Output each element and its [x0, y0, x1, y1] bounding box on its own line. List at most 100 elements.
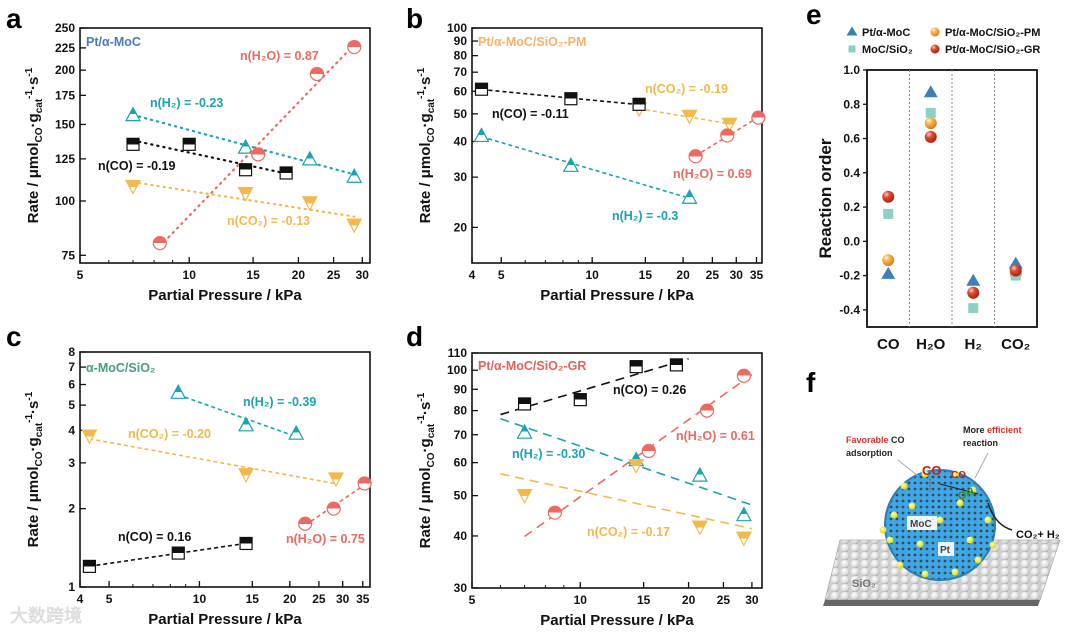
series-CO2: n(CO₂) = -0.13 [125, 179, 363, 234]
y-tick-label: 60 [454, 456, 468, 470]
fit-line [131, 113, 356, 176]
ylabel-sup: -1 [416, 67, 427, 76]
series-CO: n(CO) = 0.26 [500, 358, 689, 416]
data-point-triangle-down [681, 109, 698, 125]
legend-label: MoC/SiO₂ [862, 44, 913, 56]
data-point-circle [688, 149, 703, 164]
ylabel-part: ·s [25, 77, 42, 90]
data-point-sphere [882, 190, 895, 203]
ylabel-part: ·s [417, 402, 434, 415]
series-CO: n(CO) = 0.16 [82, 530, 253, 573]
x-axis-label: Partial Pressure / kPa [540, 612, 694, 629]
x-tick-label: 30 [745, 593, 759, 607]
reaction-order-label: n(CO₂) = -0.13 [227, 214, 310, 228]
y-tick-label: 4 [68, 423, 75, 437]
x-tick-label: 25 [706, 268, 720, 282]
x-tick-label: 20 [292, 268, 306, 282]
data-point-triangle-down [81, 429, 98, 445]
data-point-triangle-down [238, 468, 255, 484]
data-point-circle [751, 110, 766, 125]
x-tick-label: 20 [682, 593, 696, 607]
data-point-triangle-up [288, 424, 305, 440]
silica-support-edge [823, 600, 1040, 606]
data-point-circle [298, 516, 313, 531]
legend-item: Pt/α-MoC [846, 26, 910, 39]
data-point-square [517, 397, 532, 411]
reaction-order-label: n(CO₂) = -0.17 [587, 525, 670, 539]
series-CO: n(CO) = -0.11 [474, 82, 646, 121]
reaction-label: reaction [963, 438, 998, 448]
favorable-co-adsorption-label: Favorable CO [846, 435, 905, 445]
series-CO: n(CO) = -0.19 [98, 137, 293, 180]
sample-title: α-MoC/SiO₂ [86, 361, 155, 375]
ylabel-part: ·g [417, 113, 434, 127]
data-point-triangle [881, 266, 896, 279]
ylabel-sub: CO [426, 452, 437, 467]
x-tick-label: 10 [574, 593, 588, 607]
ylabel-sup: -1 [24, 90, 35, 99]
y-tick-label: 60 [454, 84, 468, 98]
data-point-triangle-down [735, 531, 752, 547]
ylabel-part: Rate / μmol [417, 142, 434, 223]
data-point-circle [547, 505, 562, 520]
watermark: 大数跨境 [10, 605, 82, 626]
y-axis-label: Rate / μmolCO​·gcat​-1​·s-1​ [24, 67, 45, 223]
sio2-label: SiO₂ [852, 578, 876, 590]
panel-f: f MoC Pt SiO₂ Favorable CO adsorption Mo… [806, 367, 1061, 606]
series-H2: n(H₂) = -0.39 [170, 384, 316, 440]
reaction-order-label: n(H₂O) = 0.87 [240, 49, 319, 63]
fit-line [500, 358, 689, 416]
ylabel-part: ·g [25, 437, 42, 451]
reaction-order-label: n(H₂O) = 0.69 [673, 167, 752, 181]
reaction-order-label: n(H₂O) = 0.61 [676, 429, 755, 443]
legend-item: Pt/α-MoC/SiO₂-GR [930, 44, 1040, 56]
panel-letter: d [406, 321, 423, 352]
x-tick-label: 35 [750, 268, 764, 282]
more-efficient-label: More efficient [963, 425, 1022, 435]
x-tick-label: 25 [312, 592, 326, 606]
panel-letter: e [806, 0, 822, 30]
data-point-square [848, 45, 856, 53]
series-H2O: n(H₂O) = 0.75 [286, 476, 372, 546]
y-tick-label: 125 [55, 152, 75, 166]
y-tick-label: 1.0 [843, 63, 860, 77]
ylabel-part: Rate / μmol [25, 142, 42, 223]
series-Pt/α-MoC/SiO₂-GR [882, 130, 1022, 299]
x-axis-label: Partial Pressure / kPa [540, 287, 694, 304]
ylabel-sub: cat [426, 98, 437, 113]
x-tick-label: 30 [356, 268, 370, 282]
reaction-order-label: n(H₂O) = 0.75 [286, 532, 365, 546]
y-tick-label: 110 [448, 346, 468, 360]
data-point-circle [641, 443, 656, 459]
data-point-square [82, 559, 97, 573]
y-tick-label: 90 [454, 34, 468, 48]
series-H2: n(H₂) = -0.3 [473, 127, 698, 223]
x-tick-label: 35 [356, 592, 370, 606]
data-point-triangle [966, 273, 981, 286]
ylabel-sup: -1 [24, 391, 35, 400]
data-point-square [474, 82, 489, 96]
y-tick-label: 90 [454, 382, 468, 396]
data-point-triangle [923, 85, 938, 98]
data-point-square [239, 536, 253, 551]
series-CO2: n(CO₂) = -0.17 [500, 459, 753, 547]
arrow-favorable-icon [897, 459, 919, 477]
y-axis-label: Rate / μmolCO​·gcat​-1​·s-1​ [24, 391, 45, 547]
data-point-square [968, 303, 979, 314]
sample-title: Pt/α-MoC [86, 35, 141, 49]
data-point-circle [309, 66, 325, 82]
data-point-circle [326, 501, 341, 516]
ylabel-sub: cat [34, 98, 45, 113]
y-tick-label: 20 [454, 220, 468, 234]
data-point-circle [251, 147, 266, 162]
data-point-triangle-down [237, 186, 254, 202]
data-point-triangle-up [735, 506, 752, 522]
ylabel-sub: cat [426, 423, 437, 438]
series-H2: n(H₂) = -0.23 [125, 96, 363, 183]
y-tick-label: 225 [55, 41, 75, 55]
data-point-triangle-down [628, 459, 645, 474]
x-tick-label: 15 [637, 593, 651, 607]
sample-title: Pt/α-MoC/SiO₂-GR [478, 359, 586, 373]
data-point-triangle-up [516, 423, 533, 439]
